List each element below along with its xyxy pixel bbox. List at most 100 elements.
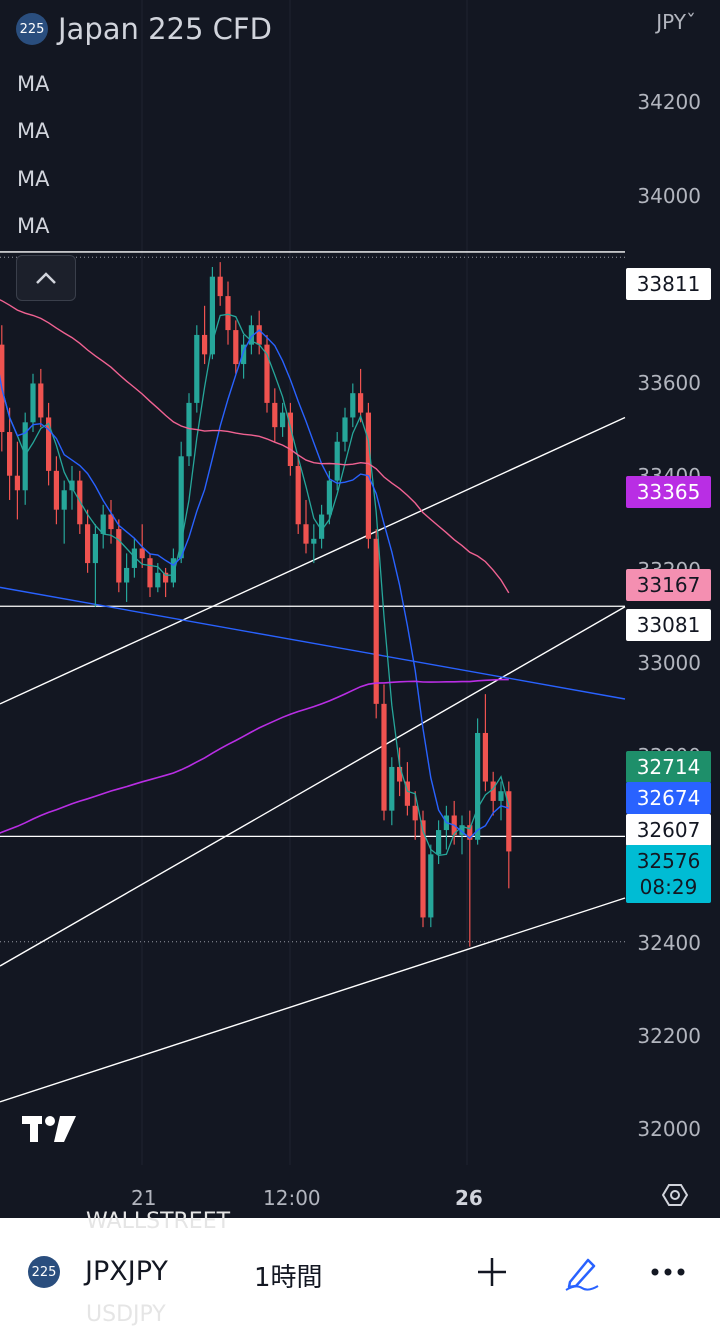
price-tag-33081: 33081 [626, 609, 711, 641]
candle-body [61, 490, 67, 510]
symbol-search-button[interactable]: JPXJPY [85, 1256, 168, 1287]
candle-body [490, 781, 496, 801]
candle-body [217, 276, 223, 297]
drawing-tools-button[interactable] [560, 1250, 604, 1294]
symbol-header[interactable]: 225 Japan 225 CFD [16, 12, 272, 46]
candle-body [264, 344, 270, 403]
y-tick-label: 32400 [637, 931, 701, 955]
candle-body [131, 548, 137, 568]
ma-legend-3[interactable]: MA [17, 167, 50, 191]
candle-body [467, 825, 473, 840]
price-tag-ma-pink: 33167 [626, 569, 711, 601]
candle-body [69, 480, 75, 491]
candle-body [287, 412, 293, 466]
candle-body [30, 383, 36, 423]
vertical-gridlines [141, 0, 468, 1165]
candle-body [381, 703, 387, 811]
currency-selector[interactable]: JPYˇ [656, 10, 696, 34]
ma-purple-line [0, 678, 509, 834]
candle-body [194, 334, 200, 403]
candle-body [506, 791, 512, 852]
candle-body [108, 514, 114, 530]
candle-body [92, 533, 98, 564]
candle-body [334, 441, 340, 481]
candle-body [412, 805, 418, 821]
y-tick-label: 33000 [637, 651, 701, 675]
candle-body [178, 456, 184, 559]
interval-selector[interactable]: 1時間 [254, 1263, 323, 1293]
tradingview-logo-icon[interactable] [20, 1112, 78, 1149]
more-button[interactable] [646, 1250, 690, 1294]
ma-blue-line [0, 329, 510, 840]
candle-body [116, 529, 122, 583]
bottom-toolbar: WALLSTREET USDJPY [0, 1209, 720, 1327]
chevron-up-icon [36, 272, 56, 284]
chart-settings-icon[interactable] [661, 1182, 689, 1213]
candle-body [38, 383, 44, 418]
candle-body [350, 393, 356, 418]
candle-body [459, 825, 465, 835]
current-price-tag: 32576 08:29 [626, 845, 711, 903]
ghost-symbol-above: WALLSTREET [86, 1209, 231, 1234]
ghost-symbol-below: USDJPY [86, 1302, 166, 1327]
y-tick-label: 33600 [637, 371, 701, 395]
candle-body [147, 558, 153, 588]
candle-body [100, 514, 106, 534]
bar-countdown: 08:29 [639, 875, 698, 899]
candle-body [186, 402, 192, 457]
price-tag-ma-green: 32714 [626, 751, 711, 783]
candle-body [342, 417, 348, 442]
candle-body [303, 524, 309, 544]
price-tag-ma-blue: 32674 [626, 782, 711, 814]
candle-body [311, 538, 317, 544]
ma-legend-4[interactable]: MA [17, 214, 50, 238]
candle-body [420, 820, 426, 918]
y-tick-label: 32200 [637, 1024, 701, 1048]
symbol-logo-icon-bottom: 225 [28, 1256, 60, 1288]
candle-body [397, 766, 403, 782]
trend-line [0, 416, 626, 705]
candle-body [326, 480, 332, 515]
candle-body [241, 344, 247, 365]
candle-body [498, 791, 504, 801]
candle-body [319, 514, 325, 539]
price-tag-33811: 33811 [626, 268, 711, 300]
candle-body [85, 524, 91, 564]
candle-body [389, 766, 395, 811]
plus-icon [478, 1258, 506, 1286]
symbol-logo-icon: 225 [16, 13, 48, 45]
candle-body [475, 732, 481, 840]
add-button[interactable] [470, 1250, 514, 1294]
trend-line [0, 586, 626, 700]
candle-body [209, 276, 215, 355]
chart-area[interactable]: 225 Japan 225 CFD MA MA MA MA JPYˇ 34200… [0, 0, 720, 1218]
price-chart[interactable] [0, 0, 720, 1218]
symbol-title: Japan 225 CFD [58, 12, 272, 46]
x-tick-label: 21 [131, 1186, 157, 1210]
trend-line [0, 897, 626, 1103]
x-tick-label: 12:00 [263, 1186, 321, 1210]
candle-body [436, 830, 442, 855]
candle-body [404, 781, 410, 806]
candle-body [373, 538, 379, 704]
candle-body [295, 466, 301, 525]
candle-body [170, 558, 176, 583]
ma-green-line [0, 313, 510, 857]
trend-line [0, 606, 626, 967]
collapse-legend-button[interactable] [16, 255, 76, 301]
candle-body [225, 296, 231, 331]
candle-body [202, 334, 208, 355]
y-tick-label: 32000 [637, 1117, 701, 1141]
candle-body [272, 402, 278, 428]
price-tag-ma-purple: 33365 [626, 476, 711, 508]
candle-body [46, 417, 52, 471]
candle-body [7, 432, 13, 476]
candle-body [124, 567, 130, 583]
ma-legend-2[interactable]: MA [17, 119, 50, 143]
ma-pink-line [0, 299, 510, 594]
ma-legend-1[interactable]: MA [17, 72, 50, 96]
candle-body [428, 854, 434, 918]
candle-body [139, 548, 145, 559]
y-tick-label: 34000 [637, 184, 701, 208]
candle-body [14, 475, 20, 491]
